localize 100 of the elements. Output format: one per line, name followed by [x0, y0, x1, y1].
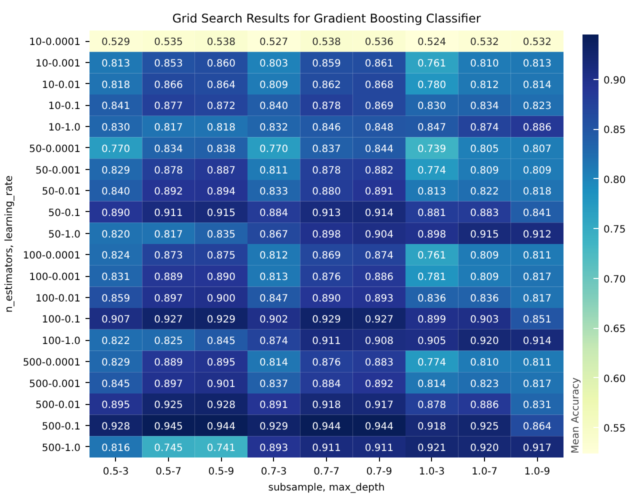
data-label: 0.920: [470, 442, 499, 454]
data-label: 0.914: [364, 208, 394, 219]
data-label: 0.884: [260, 208, 288, 219]
data-label: 0.866: [154, 80, 183, 91]
data-label: 0.830: [102, 122, 130, 134]
y-tick-label: 100-1.0: [42, 336, 81, 348]
y-tick-label: 100-0.0001: [22, 250, 80, 262]
data-label: 0.911: [364, 442, 394, 454]
y-tick-label: 10-0.1: [48, 101, 81, 112]
x-tick-label: 1.0-3: [418, 466, 445, 478]
color-bar-label: 0.65: [604, 324, 626, 336]
data-label: 0.864: [206, 80, 236, 91]
data-label: 0.944: [364, 421, 394, 432]
data-label: 0.859: [312, 58, 341, 70]
y-tick-label: 500-0.1: [42, 421, 81, 432]
y-tick-label: 100-0.01: [36, 293, 81, 304]
data-label: 0.817: [154, 229, 183, 240]
data-label: 0.833: [260, 186, 288, 198]
y-tick-label: 50-0.1: [48, 208, 81, 219]
data-label: 0.845: [102, 378, 130, 390]
data-label: 0.894: [206, 186, 236, 198]
data-label: 0.869: [364, 101, 394, 112]
data-label: 0.874: [260, 336, 288, 348]
data-label: 0.886: [470, 400, 499, 412]
data-label: 0.914: [522, 336, 552, 348]
data-label: 0.809: [470, 165, 499, 176]
data-label: 0.817: [154, 122, 183, 134]
data-label: 0.929: [206, 314, 236, 326]
data-label: 0.887: [206, 165, 236, 176]
y-tick-label: 500-0.0001: [22, 357, 80, 368]
data-label: 0.840: [260, 101, 288, 112]
data-label: 0.878: [418, 400, 446, 412]
data-label: 0.838: [206, 144, 236, 155]
data-label: 0.803: [260, 58, 288, 70]
data-label: 0.770: [260, 144, 288, 155]
data-label: 0.913: [312, 208, 341, 219]
data-label: 0.761: [418, 58, 446, 70]
x-tick-label: 0.5-3: [102, 466, 129, 478]
x-tick-label: 1.0-7: [472, 466, 498, 478]
data-label: 0.901: [206, 378, 236, 390]
data-label: 0.811: [522, 250, 552, 262]
data-label: 0.817: [522, 272, 552, 284]
data-label: 0.527: [260, 37, 288, 48]
data-label: 0.904: [364, 229, 394, 240]
color-bar-label: 0.55: [604, 424, 626, 435]
data-label: 0.845: [206, 336, 236, 348]
data-label: 0.891: [364, 186, 394, 198]
x-tick-label: 0.7-3: [260, 466, 287, 478]
data-label: 0.877: [154, 101, 183, 112]
y-tick-label: 10-1.0: [48, 122, 81, 134]
data-label: 0.813: [522, 58, 552, 70]
data-label: 0.810: [470, 58, 499, 70]
data-label: 0.905: [418, 336, 446, 348]
data-label: 0.848: [364, 122, 394, 134]
data-label: 0.892: [154, 186, 183, 198]
data-label: 0.895: [206, 357, 236, 368]
data-label: 0.944: [206, 421, 236, 432]
data-label: 0.897: [154, 378, 183, 390]
data-label: 0.844: [364, 144, 394, 155]
x-tick-label: 0.7-7: [314, 466, 340, 478]
data-label: 0.912: [522, 229, 552, 240]
color-bar-label: 0.60: [604, 374, 626, 385]
data-label: 0.810: [470, 357, 499, 368]
data-label: 0.911: [154, 208, 183, 219]
data-label: 0.876: [312, 357, 341, 368]
data-label: 0.813: [418, 186, 446, 198]
y-axis-title: n_estimators, learning_rate: [4, 175, 15, 313]
data-label: 0.880: [312, 186, 341, 198]
data-label: 0.834: [154, 144, 183, 155]
data-label: 0.831: [102, 272, 130, 284]
data-label: 0.927: [364, 314, 394, 326]
data-label: 0.886: [522, 122, 552, 134]
data-label: 0.918: [418, 421, 446, 432]
data-label: 0.861: [364, 58, 394, 70]
data-label: 0.878: [312, 101, 341, 112]
data-label: 0.529: [102, 37, 130, 48]
data-label: 0.851: [522, 314, 552, 326]
data-label: 0.837: [260, 378, 288, 390]
data-label: 0.829: [102, 357, 130, 368]
data-label: 0.925: [154, 400, 183, 412]
data-label: 0.814: [418, 378, 446, 390]
data-label: 0.739: [418, 144, 446, 155]
data-label: 0.895: [102, 400, 130, 412]
data-label: 0.840: [102, 186, 130, 198]
data-label: 0.899: [418, 314, 446, 326]
data-label: 0.831: [522, 400, 552, 412]
data-label: 0.915: [206, 208, 236, 219]
color-bar-label: 0.85: [604, 125, 626, 136]
color-bar-title: Mean Accuracy: [570, 377, 582, 454]
data-label: 0.878: [312, 165, 341, 176]
color-bar-label: 0.80: [604, 174, 626, 186]
data-label: 0.846: [312, 122, 341, 134]
data-label: 0.818: [522, 186, 552, 198]
data-label: 0.903: [470, 314, 499, 326]
data-label: 0.807: [522, 144, 552, 155]
data-label: 0.805: [470, 144, 499, 155]
data-label: 0.538: [206, 37, 236, 48]
y-tick-label: 500-0.001: [29, 378, 81, 390]
data-label: 0.890: [206, 272, 236, 284]
data-label: 0.813: [102, 58, 130, 70]
